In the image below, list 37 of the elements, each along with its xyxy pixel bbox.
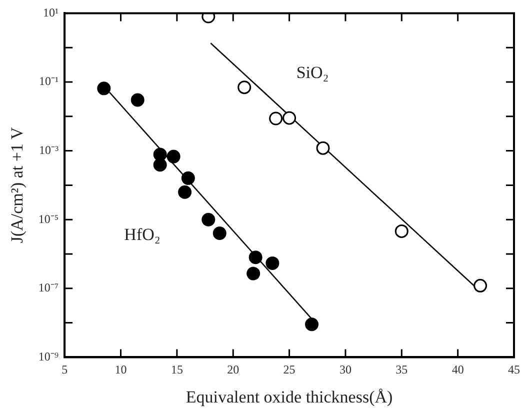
- point: [178, 185, 192, 199]
- x-tick-label: 40: [452, 362, 464, 377]
- point: [474, 278, 488, 292]
- point: [305, 318, 319, 332]
- point: [238, 80, 252, 94]
- x-tick-label: 15: [170, 362, 183, 377]
- y-tick-label: 10⁻⁵: [38, 212, 59, 226]
- point: [130, 93, 144, 107]
- point: [246, 266, 260, 280]
- x-tick-label: 35: [396, 362, 408, 377]
- x-axis-title: Equivalent oxide thickness(Å): [186, 387, 393, 406]
- y-tick-label: 10⁻⁷: [38, 280, 59, 295]
- point: [202, 212, 216, 226]
- y-tick-label: 10⁻¹: [38, 74, 59, 88]
- point: [181, 171, 195, 185]
- x-tick-label: 20: [227, 362, 240, 377]
- y-tick-label: 10⁻³: [38, 142, 59, 157]
- x-tick-label: 10: [114, 362, 127, 377]
- point: [282, 111, 296, 125]
- x-tick-label: 5: [62, 362, 68, 377]
- point: [166, 150, 180, 164]
- series-label: SiO₂: [296, 63, 329, 82]
- point: [153, 158, 167, 172]
- point: [269, 112, 283, 126]
- point: [394, 224, 408, 238]
- x-tick-label: 30: [339, 362, 352, 377]
- point: [316, 141, 330, 155]
- point: [248, 250, 262, 264]
- y-tick-label: 10⁻⁹: [38, 349, 59, 364]
- point: [97, 82, 111, 96]
- y-axis-title: J(A/cm²) at +1 V: [8, 126, 27, 244]
- x-tick-label: 45: [508, 362, 520, 377]
- text: HfO₂: [124, 224, 160, 244]
- y-tick-label: 10¹: [42, 5, 59, 20]
- point: [266, 256, 280, 270]
- x-tick-label: 25: [283, 362, 296, 377]
- point: [212, 226, 226, 240]
